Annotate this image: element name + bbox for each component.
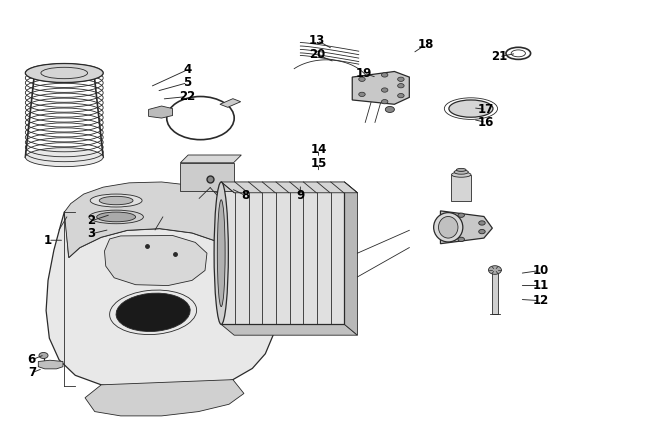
Polygon shape [149,106,173,118]
Polygon shape [85,380,244,416]
Bar [221,182,344,324]
Circle shape [359,92,365,97]
Text: 13: 13 [309,34,326,47]
Ellipse shape [449,100,493,117]
Text: 16: 16 [478,116,494,129]
Polygon shape [448,213,477,242]
Circle shape [39,352,48,359]
Ellipse shape [452,172,471,177]
Text: 7: 7 [28,366,36,379]
Text: 2: 2 [88,214,96,227]
Polygon shape [46,211,274,391]
Text: 17: 17 [478,103,494,116]
Circle shape [478,221,485,225]
Text: 11: 11 [532,279,549,292]
Text: 3: 3 [88,227,96,240]
Ellipse shape [25,64,103,82]
Polygon shape [105,236,207,285]
Circle shape [478,229,485,234]
Ellipse shape [434,213,463,242]
Ellipse shape [90,194,142,207]
Circle shape [398,94,404,98]
Text: 19: 19 [356,67,372,80]
Ellipse shape [454,170,469,174]
Polygon shape [221,324,358,335]
Ellipse shape [97,212,136,222]
Polygon shape [352,71,410,104]
Circle shape [359,77,365,81]
Circle shape [458,237,465,242]
Text: 10: 10 [532,264,549,277]
Ellipse shape [116,293,190,332]
Text: 22: 22 [179,90,196,103]
Ellipse shape [25,148,103,167]
Ellipse shape [214,182,228,324]
Text: 4: 4 [183,63,192,76]
FancyBboxPatch shape [180,163,233,191]
Polygon shape [344,182,358,335]
Circle shape [398,84,404,88]
Bar [491,274,498,314]
Polygon shape [220,99,240,107]
Text: 20: 20 [309,48,326,61]
Circle shape [398,77,404,81]
Ellipse shape [217,200,225,307]
Text: 14: 14 [310,143,327,156]
Bar [452,174,471,201]
Text: 12: 12 [532,294,549,307]
Ellipse shape [99,196,133,205]
Text: 6: 6 [28,353,36,366]
Polygon shape [221,182,358,193]
Ellipse shape [456,168,466,171]
Polygon shape [180,155,241,163]
Text: 9: 9 [296,189,304,202]
Ellipse shape [89,210,144,224]
Circle shape [382,88,388,92]
Text: 1: 1 [44,234,52,247]
Circle shape [382,100,388,104]
Polygon shape [441,211,492,244]
Text: 8: 8 [242,189,250,202]
Text: 15: 15 [310,157,327,170]
Circle shape [458,213,465,217]
Polygon shape [64,182,259,274]
Text: 21: 21 [491,50,507,63]
Circle shape [488,266,501,275]
Circle shape [385,107,395,113]
Polygon shape [38,360,63,369]
Text: 5: 5 [183,76,192,89]
Circle shape [382,73,388,77]
Ellipse shape [439,216,458,238]
Text: 18: 18 [417,38,434,51]
